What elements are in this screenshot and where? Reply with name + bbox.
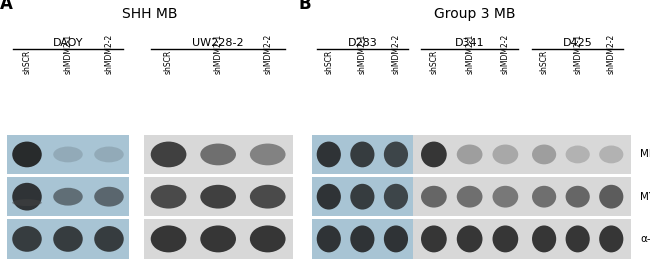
Bar [6,219,129,259]
Text: shSCR: shSCR [164,50,173,74]
Text: shMDM2-1: shMDM2-1 [214,34,223,74]
Bar [413,135,630,174]
Ellipse shape [200,225,236,252]
Ellipse shape [350,142,374,167]
Text: shMDM2-1: shMDM2-1 [573,34,582,74]
Text: shMDM2-1: shMDM2-1 [358,34,367,74]
Ellipse shape [250,185,285,209]
Ellipse shape [250,144,285,165]
Ellipse shape [250,225,285,252]
Ellipse shape [532,186,556,208]
Text: Group 3 MB: Group 3 MB [434,7,515,21]
Text: shMDM2-2: shMDM2-2 [501,34,510,74]
Bar [413,219,630,259]
Text: shMDM2-1: shMDM2-1 [465,34,474,74]
Text: shMDM2-2: shMDM2-2 [606,34,616,74]
Bar [312,135,413,174]
Text: shMDM2-2: shMDM2-2 [263,34,272,74]
Ellipse shape [53,147,83,162]
Ellipse shape [457,186,482,208]
Ellipse shape [457,225,482,252]
Bar [312,219,413,259]
Ellipse shape [421,186,447,208]
Ellipse shape [151,142,187,167]
Text: UW228-2: UW228-2 [192,37,244,48]
Ellipse shape [566,186,590,208]
Ellipse shape [599,225,623,252]
Text: shSCR: shSCR [23,50,31,74]
Ellipse shape [12,199,42,206]
Bar [144,219,292,259]
Ellipse shape [12,183,42,211]
Text: shSCR: shSCR [540,50,549,74]
Ellipse shape [493,145,518,164]
Bar [144,135,292,174]
Ellipse shape [53,226,83,252]
Ellipse shape [457,145,482,164]
Ellipse shape [493,186,518,208]
Ellipse shape [350,225,374,252]
Text: shMDM2-1: shMDM2-1 [64,34,73,74]
Text: D425: D425 [563,37,593,48]
Ellipse shape [200,185,236,209]
Text: shSCR: shSCR [430,50,438,74]
Text: D283: D283 [348,37,377,48]
Text: MDM2: MDM2 [640,149,650,159]
Ellipse shape [384,184,408,210]
Ellipse shape [12,142,42,167]
Ellipse shape [12,226,42,252]
Ellipse shape [151,185,187,209]
Ellipse shape [421,225,447,252]
Ellipse shape [94,147,124,162]
Ellipse shape [599,185,623,209]
Ellipse shape [317,184,341,210]
Ellipse shape [493,225,518,252]
Ellipse shape [317,225,341,252]
Text: MYC: MYC [640,192,650,202]
Text: shMDM2-2: shMDM2-2 [105,34,114,74]
Ellipse shape [350,184,374,210]
Ellipse shape [421,142,447,167]
Ellipse shape [200,144,236,165]
Bar [6,177,129,216]
Ellipse shape [384,142,408,167]
Text: shSCR: shSCR [324,50,333,74]
Ellipse shape [94,226,124,252]
Ellipse shape [532,145,556,164]
Ellipse shape [599,145,623,163]
Ellipse shape [53,188,83,206]
Ellipse shape [151,225,187,252]
Ellipse shape [384,225,408,252]
Bar [6,135,129,174]
Ellipse shape [532,225,556,252]
Text: shMDM2-2: shMDM2-2 [391,34,400,74]
Bar [144,177,292,216]
Ellipse shape [566,145,590,163]
Ellipse shape [566,225,590,252]
Bar [413,177,630,216]
Text: DAOY: DAOY [53,37,83,48]
Text: A: A [0,0,13,13]
Text: SHH MB: SHH MB [122,7,177,21]
Text: α-tubulin: α-tubulin [640,234,650,244]
Text: D341: D341 [455,37,484,48]
Ellipse shape [317,142,341,167]
Text: B: B [299,0,311,13]
Ellipse shape [94,187,124,206]
Bar [312,177,413,216]
